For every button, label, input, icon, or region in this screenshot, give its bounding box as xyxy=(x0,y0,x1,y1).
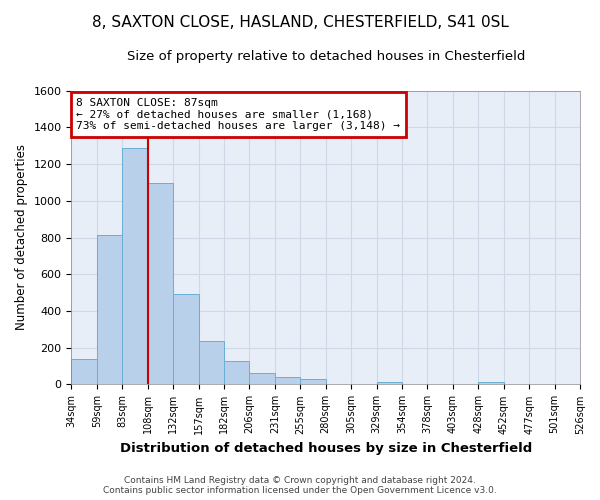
Bar xyxy=(97,234,122,384)
Bar xyxy=(148,184,173,384)
Bar xyxy=(199,340,224,384)
Text: 8, SAXTON CLOSE, HASLAND, CHESTERFIELD, S41 0SL: 8, SAXTON CLOSE, HASLAND, CHESTERFIELD, … xyxy=(92,15,508,30)
Text: 8 SAXTON CLOSE: 87sqm
← 27% of detached houses are smaller (1,168)
73% of semi-d: 8 SAXTON CLOSE: 87sqm ← 27% of detached … xyxy=(76,98,400,131)
Title: Size of property relative to detached houses in Chesterfield: Size of property relative to detached ho… xyxy=(127,50,525,63)
Text: Contains HM Land Registry data © Crown copyright and database right 2024.
Contai: Contains HM Land Registry data © Crown c… xyxy=(103,476,497,495)
Bar xyxy=(122,148,148,384)
Bar xyxy=(71,358,97,384)
Bar xyxy=(300,380,326,384)
Bar xyxy=(377,382,402,384)
Y-axis label: Number of detached properties: Number of detached properties xyxy=(15,144,28,330)
Bar xyxy=(224,361,250,384)
Bar xyxy=(250,372,275,384)
Bar xyxy=(275,378,300,384)
X-axis label: Distribution of detached houses by size in Chesterfield: Distribution of detached houses by size … xyxy=(119,442,532,455)
Bar xyxy=(173,294,199,384)
Bar xyxy=(478,382,504,384)
